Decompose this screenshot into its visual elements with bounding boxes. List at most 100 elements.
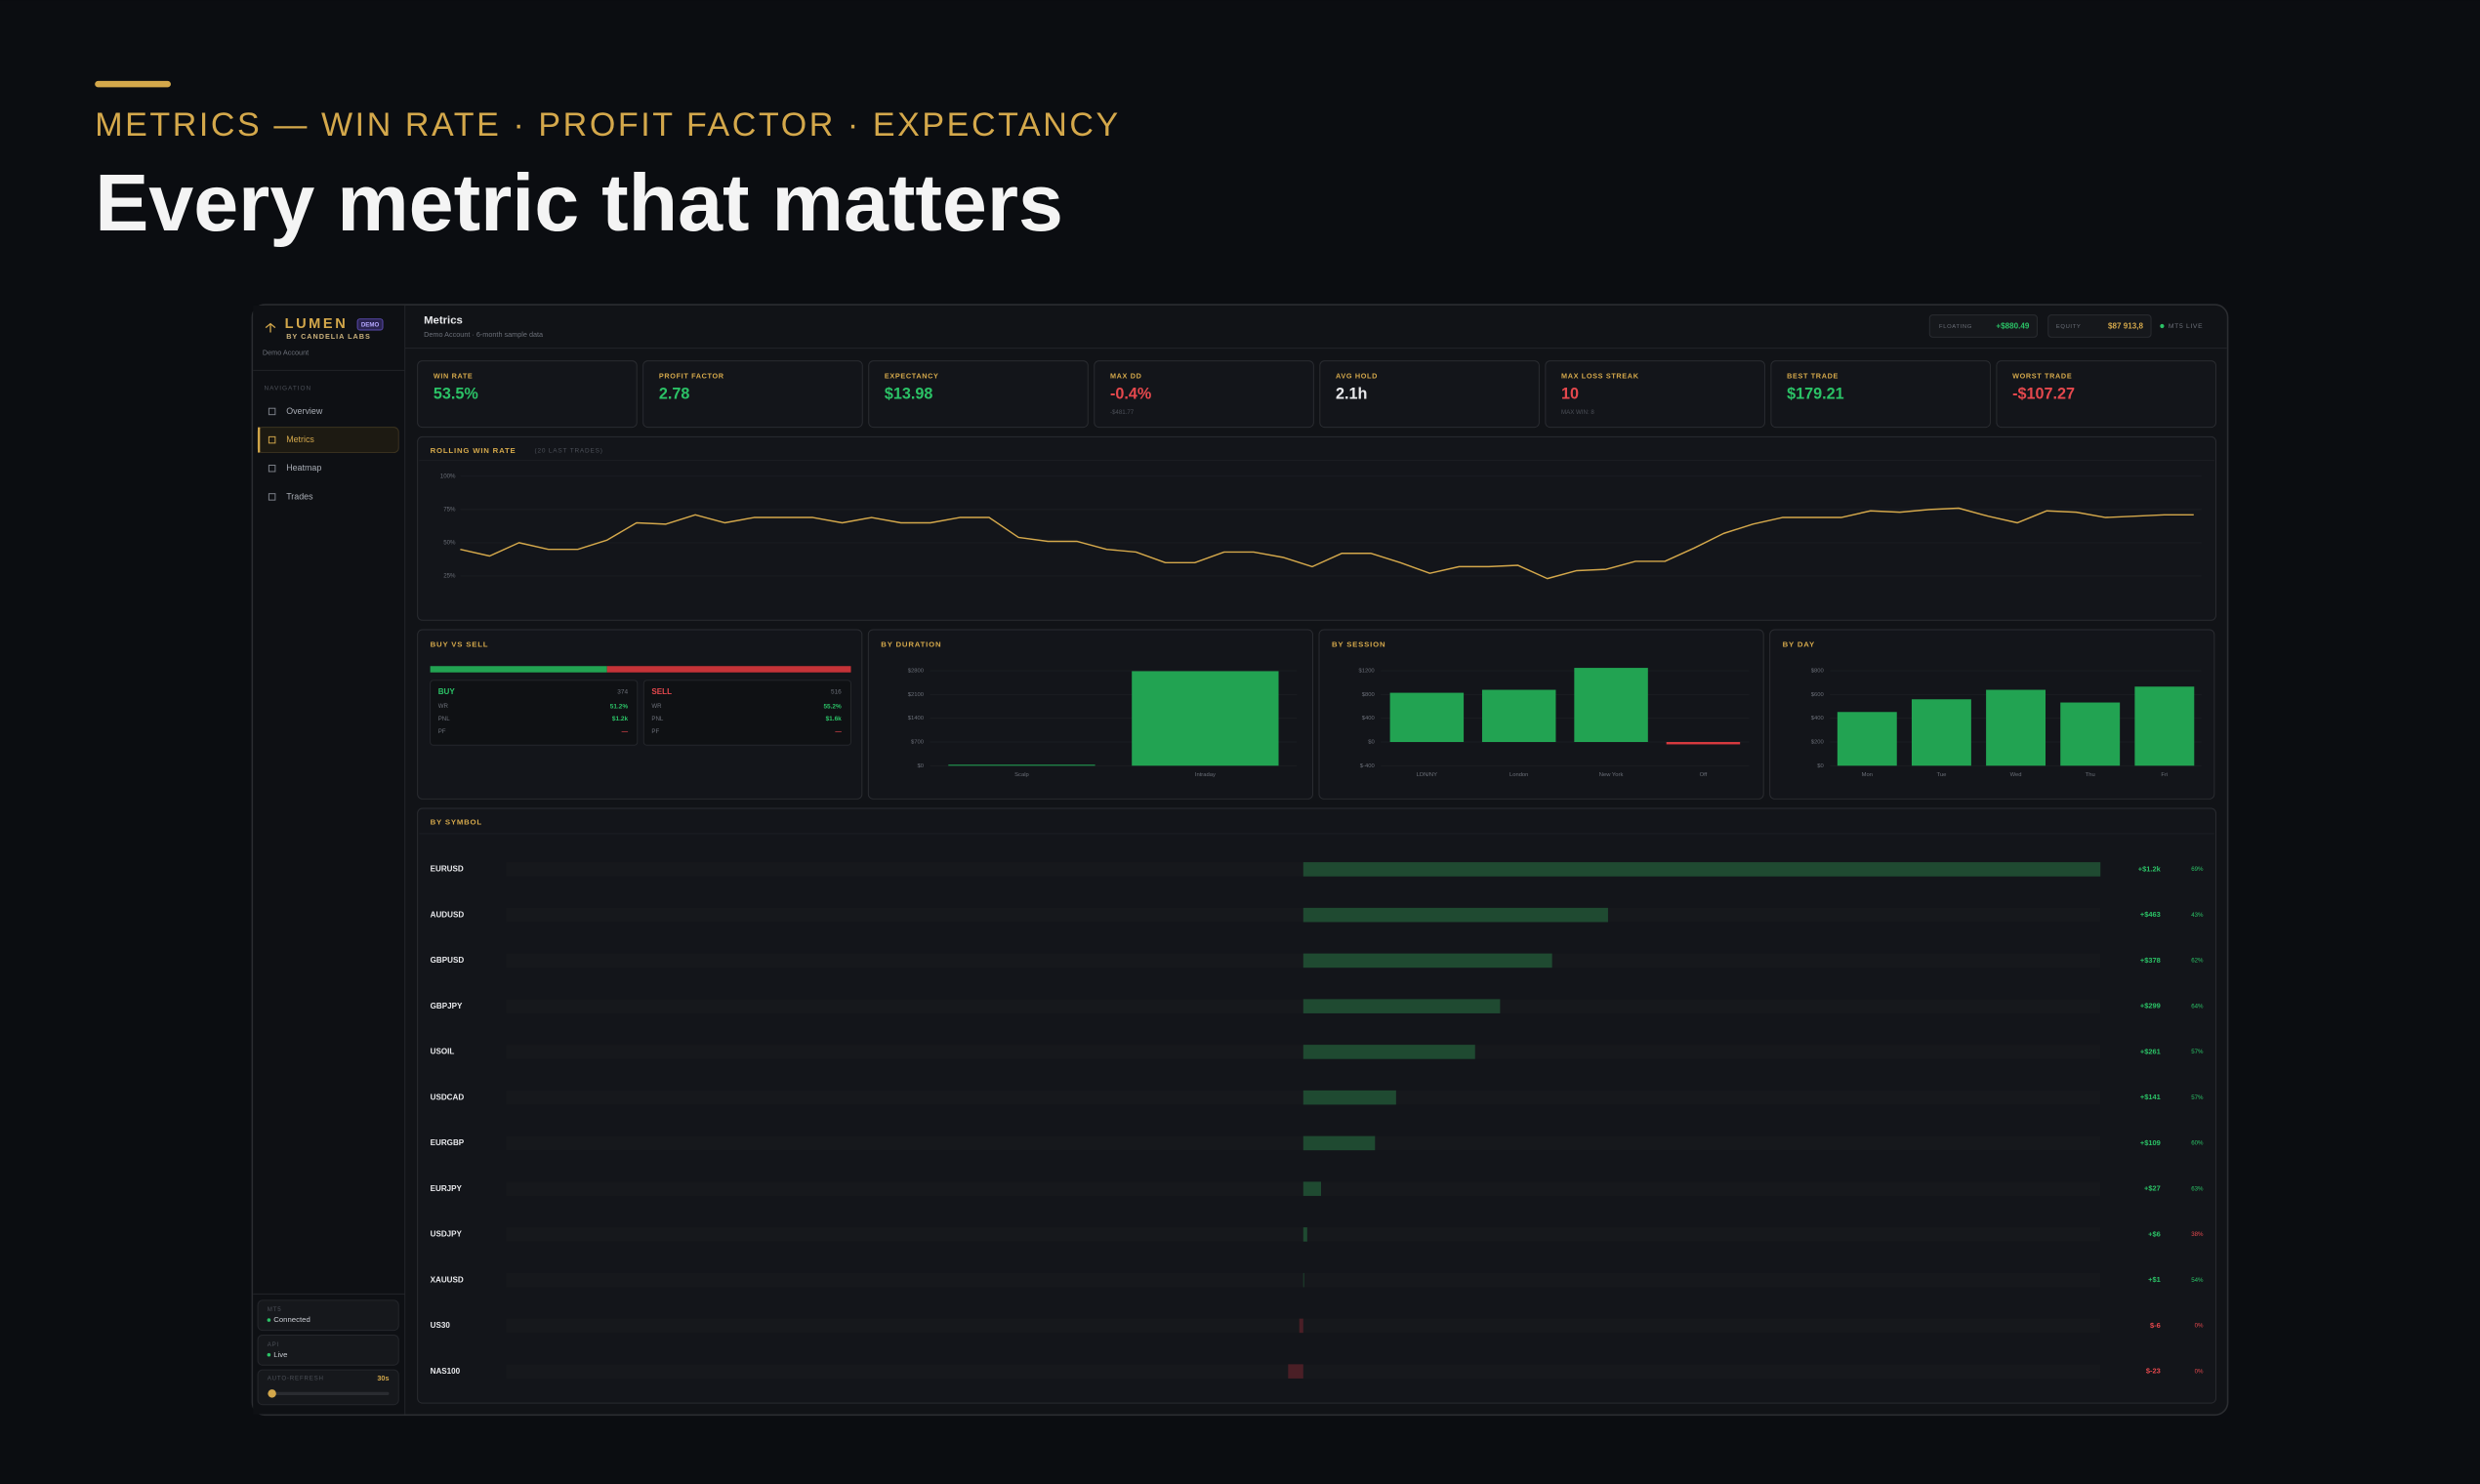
bar [1299,1318,1303,1334]
kpi-card [642,360,863,429]
x-tick-label: New York [1599,772,1624,778]
row-label: WR [651,703,662,710]
win-rate: 38% [2191,1231,2204,1238]
y-tick-label: $0 [918,763,925,769]
equity-chip [2047,314,2152,338]
line [460,507,2194,580]
bar [1574,668,1648,742]
nav-icon [268,407,276,416]
bar [1666,742,1741,745]
y-tick-label: $800 [1811,669,1825,675]
hero-title: Every metric that matters [95,157,1063,248]
win-rate: 43% [2191,912,2204,919]
kpi-value: 53.5% [434,386,478,403]
byline: BY CANDELIA LABS [286,332,371,341]
kpi-label: PROFIT FACTOR [659,372,724,381]
value-label: +$6 [2148,1229,2161,1238]
row-label: WR [438,703,449,710]
kpi-value: 2.1h [1336,386,1367,403]
row-value: $1.6k [826,716,843,722]
kpi-value: $13.98 [885,386,933,403]
kpi-card [1996,360,2216,429]
slider-knob[interactable] [268,1389,276,1398]
y-tick-label: 75% [443,507,456,514]
nav-item[interactable]: Heatmap [286,463,321,473]
brand: LUMEN [285,316,349,332]
y-tick-label: 100% [440,473,456,479]
symbol-name: US30 [431,1321,451,1330]
y-tick-label: $1400 [908,716,925,721]
kpi-label: WIN RATE [434,372,474,381]
kpi-label: AVG HOLD [1336,372,1378,381]
status-dot [267,1318,271,1322]
y-tick-label: $700 [911,740,925,746]
status-value: Connected [273,1315,310,1324]
panel-subtitle: (20 LAST TRADES) [535,448,603,455]
x-tick-label: London [1509,772,1528,778]
symbol-name: NAS100 [431,1367,461,1376]
kpi-sub: -$481.77 [1110,409,1135,416]
status-box [257,1299,399,1332]
bar [1302,1181,1321,1196]
side-name: BUY [438,687,456,696]
win-rate: 64% [2191,1003,2204,1010]
value-label: $-6 [2150,1321,2161,1330]
panel-title: BY DURATION [881,639,941,648]
kpi-sub: MAX WIN: 8 [1561,409,1594,416]
kpi-label: MAX LOSS STREAK [1561,372,1639,381]
symbol-name: XAUUSD [431,1275,464,1284]
ratio-bar [430,666,607,673]
symbol-name: EURUSD [431,865,464,874]
chip-label: FLOATING [1939,324,1972,330]
row-label: PF [651,728,659,735]
panel-title: BY SESSION [1332,639,1385,648]
kpi-label: BEST TRADE [1787,372,1839,381]
panel-title: BUY VS SELL [431,639,489,648]
value-label: +$1.2k [2138,864,2162,873]
live-dot [2160,323,2165,329]
symbol-name: EURGBP [431,1138,465,1147]
nav-heading: NAVIGATION [265,386,312,392]
chip-value: $87 913,8 [2108,321,2143,330]
x-tick-label: Fri [2161,772,2168,778]
y-tick-label: 25% [443,573,456,580]
panel-title: BY SYMBOL [431,818,482,827]
y-tick-label: $400 [1811,716,1825,721]
sidebar [253,305,405,1415]
value-label: +$27 [2144,1184,2161,1193]
live-label: MT5 LIVE [2169,323,2203,330]
bar [1302,953,1552,969]
nav-item[interactable]: Overview [286,406,323,416]
y-tick-label: $600 [1811,692,1825,698]
bar [1302,1045,1475,1059]
value-label: +$299 [2140,1002,2161,1010]
account: Demo Account [263,348,309,356]
bar [948,764,1095,766]
side-card [430,680,639,746]
nav-item[interactable]: Metrics [286,434,314,444]
kpi-label: EXPECTANCY [885,372,939,381]
value-label: +$261 [2140,1047,2161,1055]
y-tick-label: $0 [1817,763,1824,769]
accent-bar [95,80,171,88]
x-tick-label: Tue [1937,772,1947,778]
win-rate: 57% [2191,1094,2204,1101]
value-label: +$1 [2148,1275,2161,1284]
symbol-name: USOIL [431,1048,455,1056]
panel-title: BY DAY [1783,639,1815,648]
kpi-card [1770,360,1991,429]
status-label: API [268,1341,279,1348]
y-tick-label: $1200 [1358,669,1375,675]
symbol-name: USDCAD [431,1092,465,1101]
win-rate: 63% [2191,1185,2204,1192]
bar [1302,907,1608,923]
nav-item[interactable]: Trades [286,491,313,501]
ratio-bar [606,666,851,673]
kpi-card [1545,360,1765,429]
bar [1837,712,1897,766]
nav-icon [268,435,276,444]
row-label: PNL [651,716,664,722]
kpi-card [868,360,1089,429]
win-rate: 54% [2191,1277,2204,1284]
brand-icon [265,322,276,333]
